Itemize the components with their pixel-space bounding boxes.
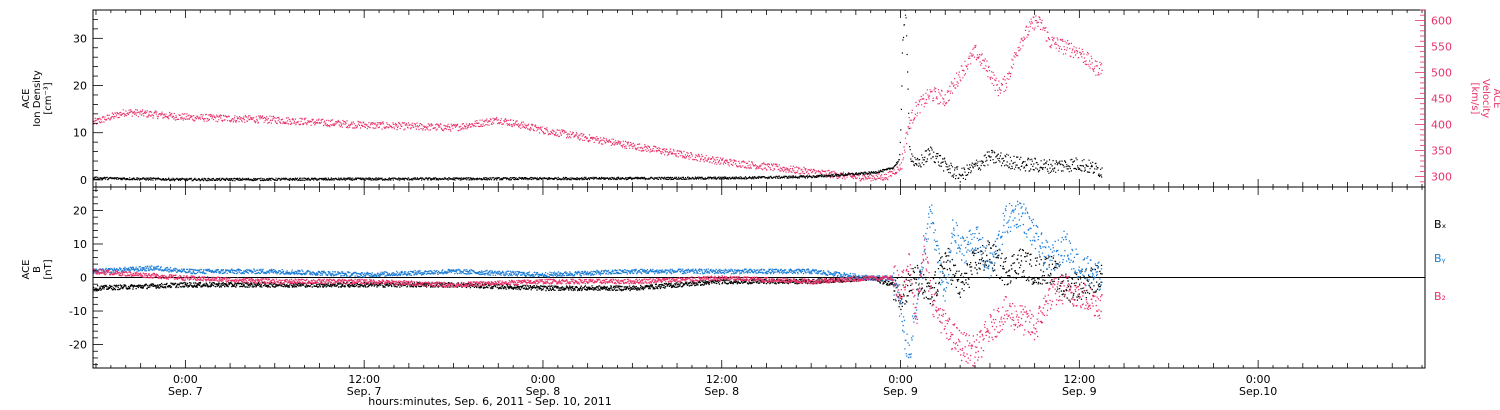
x-tick-time-label: 0:00 <box>888 373 913 386</box>
x-tick-time-label: 0:00 <box>173 373 198 386</box>
y-tick-label: 30 <box>73 32 87 45</box>
y-axis-label-line: B <box>32 266 43 273</box>
top-x-ticks <box>95 10 1423 187</box>
ion-density-axis-label: ACE Ion Density [cm⁻³] <box>21 70 54 127</box>
y-axis-label-line: Velocity <box>1480 79 1491 118</box>
ion-density-series <box>93 9 1103 183</box>
x-tick-time-label: 12:00 <box>348 373 380 386</box>
x-axis-title: hours:minutes, Sep. 6, 2011 - Sep. 10, 2… <box>368 395 612 408</box>
x-tick-date-label: Sep. 9 <box>883 385 918 398</box>
x-tick-time-label: 0:00 <box>1246 373 1271 386</box>
y-tick-label: 600 <box>1431 14 1452 27</box>
y-tick-label: 500 <box>1431 66 1452 79</box>
y-tick-label: -10 <box>69 305 87 318</box>
top-frame <box>92 9 1426 188</box>
y-axis-label-line: [km/s] <box>1469 83 1480 115</box>
y-tick-label: 10 <box>73 127 87 140</box>
y-tick-label: 20 <box>73 204 87 217</box>
y-axis-label-line: ACE <box>21 260 32 280</box>
y-tick-label: 550 <box>1431 40 1452 53</box>
x-tick-time-label: 12:00 <box>1063 373 1095 386</box>
y-tick-label: 400 <box>1431 119 1452 132</box>
bottom-x-ticks <box>95 187 1423 368</box>
ion-density-axis: 0 10 20 30 <box>73 9 103 187</box>
b-field-axis: -20 -10 0 10 20 <box>69 189 103 366</box>
y-axis-label-line: ACE <box>1491 89 1500 109</box>
y-tick-label: 10 <box>73 238 87 251</box>
y-axis-label-line: [nT] <box>43 259 54 279</box>
x-tick-time-label: 12:00 <box>706 373 738 386</box>
legend-bx: Bₓ <box>1434 218 1447 231</box>
x-tick-date-label: Sep. 9 <box>1062 385 1097 398</box>
x-tick-date-label: Sep.10 <box>1239 385 1277 398</box>
x-tick-date-label: Sep. 8 <box>704 385 739 398</box>
bz-series-points <box>93 235 1103 367</box>
x-tick-date-label: Sep. 7 <box>168 385 203 398</box>
x-tick-date-label: Sep. 8 <box>526 385 561 398</box>
bottom-panel: -20 -10 0 10 20 ACE B [nT] <box>21 186 1426 369</box>
y-tick-label: 300 <box>1431 171 1452 184</box>
y-tick-label: 20 <box>73 80 87 93</box>
y-tick-label: 350 <box>1431 145 1452 158</box>
y-tick-label: 450 <box>1431 93 1452 106</box>
legend-by: Bᵧ <box>1434 252 1446 265</box>
ion-density-series-points <box>93 9 1103 183</box>
velocity-series <box>93 15 1103 182</box>
y-axis-label-line: Ion Density <box>32 70 43 127</box>
legend-bz: B₂ <box>1434 290 1446 303</box>
y-tick-label: 0 <box>80 174 87 187</box>
y-tick-label: 0 <box>80 272 87 285</box>
y-tick-label: -20 <box>69 339 87 352</box>
x-tick-date-label: Sep. 7 <box>347 385 382 398</box>
x-tick-time-label: 0:00 <box>531 373 556 386</box>
y-axis-label-line: [cm⁻³] <box>43 82 54 114</box>
y-axis-label-line: ACE <box>21 89 32 109</box>
velocity-series-points <box>93 15 1103 182</box>
bz-series <box>93 235 1103 367</box>
velocity-axis: 300 350 400 450 500 550 600 <box>1415 9 1452 188</box>
b-field-axis-label: ACE B [nT] <box>21 259 54 279</box>
